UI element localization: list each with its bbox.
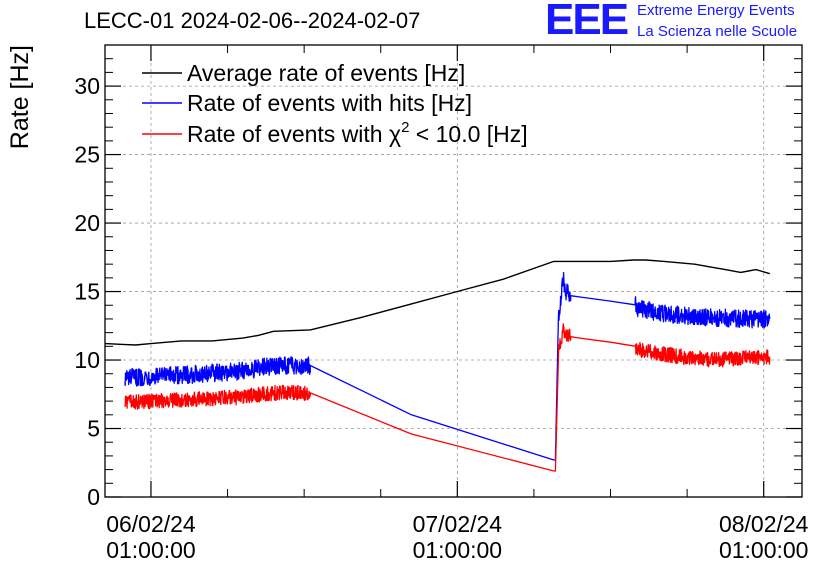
- y-tick-label: 10: [74, 347, 100, 373]
- y-tick-label: 15: [74, 279, 100, 305]
- y-tick-label: 5: [87, 416, 100, 442]
- x-tick-label-time: 01:00:00: [719, 537, 809, 563]
- axis-ticks: [105, 45, 802, 498]
- eee-logo-line1: Extreme Energy Events: [637, 2, 795, 19]
- eee-logo-mark: EEE: [545, 0, 629, 44]
- legend-label-0: Average rate of events [Hz]: [187, 60, 465, 86]
- x-tick-label-date: 07/02/24: [413, 511, 503, 537]
- legend: Average rate of events [Hz] Rate of event…: [142, 60, 528, 147]
- x-tick-label-date: 08/02/24: [719, 511, 809, 537]
- chart-title: LECC-01 2024-02-06--2024-02-07: [84, 8, 421, 33]
- legend-label-2-text_pre: Rate of events with: [187, 121, 389, 147]
- legend-label-2: Rate of events with χ2 < 10.0 [Hz]: [187, 119, 528, 147]
- series-line-2: [124, 323, 771, 472]
- y-tick-label: 0: [87, 484, 100, 510]
- x-tick-label-date: 06/02/24: [106, 511, 196, 537]
- y-tick-label: 25: [74, 142, 100, 168]
- legend-label-2-chi: χ: [389, 121, 401, 147]
- plot-frame: [104, 44, 803, 498]
- x-tick-labels: 06/02/2401:00:0007/02/2401:00:0008/02/24…: [106, 511, 808, 563]
- legend-label-1: Rate of events with hits [Hz]: [187, 90, 472, 116]
- series-line-0: [104, 259, 770, 346]
- series-lines: [104, 259, 771, 472]
- legend-label-2-text_post: < 10.0 [Hz]: [409, 121, 527, 147]
- x-tick-label-time: 01:00:00: [106, 537, 196, 563]
- y-tick-label: 30: [74, 73, 100, 99]
- eee-logo-line2: La Scienza nelle Scuole: [637, 23, 798, 40]
- series-line-1: [124, 271, 771, 461]
- legend-label-2-sup: 2: [401, 119, 409, 136]
- x-tick-label-time: 01:00:00: [413, 537, 503, 563]
- y-axis-label: Rate [Hz]: [6, 45, 34, 149]
- y-tick-labels: 0 5 10 15 20 25 30: [74, 73, 100, 510]
- y-tick-label: 20: [74, 210, 100, 236]
